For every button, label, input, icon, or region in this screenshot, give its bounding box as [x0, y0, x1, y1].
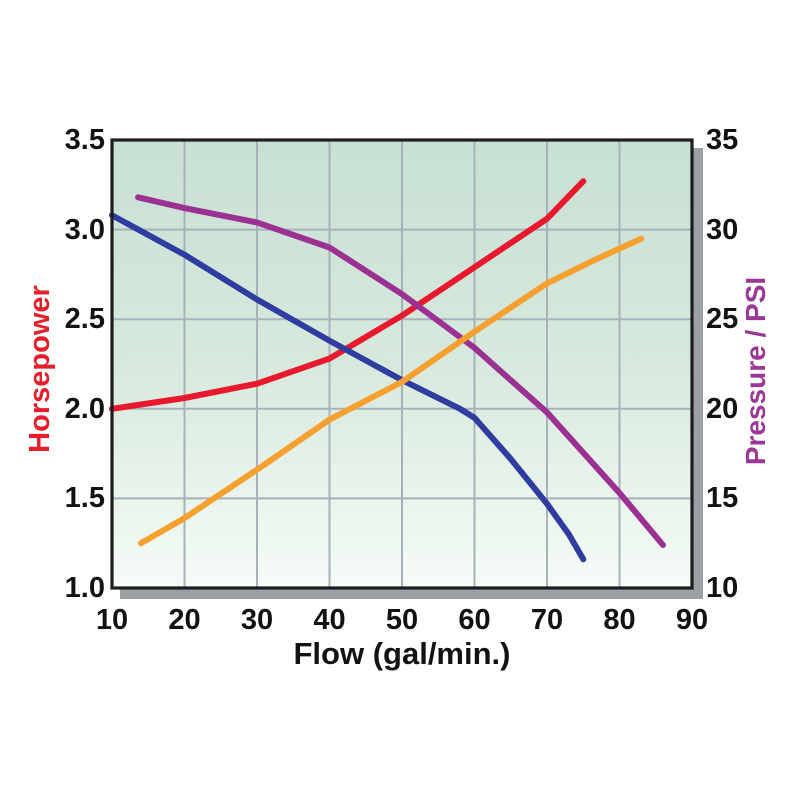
right-tick-label-15: 15	[706, 482, 739, 515]
x-axis-title: Flow (gal/min.)	[293, 636, 511, 671]
right-tick-label-25: 25	[706, 303, 739, 336]
pressure-purple-curve	[135, 194, 666, 548]
x-tick-label-70: 70	[530, 604, 564, 636]
x-tick-label-10: 10	[95, 604, 129, 636]
left-tick-label-1.5: 1.5	[64, 482, 105, 515]
left-tick-label-2.0: 2.0	[64, 392, 105, 425]
horsepower-red-curve	[109, 178, 587, 412]
left-tick-label-3.5: 3.5	[64, 124, 105, 156]
x-tick-label-50: 50	[385, 604, 419, 636]
left-axis-title: Horsepower	[24, 285, 56, 453]
orange-curve	[138, 235, 645, 547]
plot-border	[110, 138, 694, 590]
x-tick-label-40: 40	[313, 604, 346, 636]
right-tick-label-30: 30	[706, 213, 739, 246]
x-tick-label-60: 60	[458, 604, 491, 636]
right-tick-label-20: 20	[706, 392, 739, 425]
left-tick-label-2.5: 2.5	[64, 303, 105, 336]
right-tick-label-35: 35	[706, 124, 739, 156]
blue-curve	[109, 212, 587, 563]
x-tick-label-30: 30	[240, 604, 274, 636]
right-tick-label-10: 10	[706, 572, 739, 604]
left-tick-label-1.0: 1.0	[64, 572, 105, 604]
x-tick-label-90: 90	[675, 604, 709, 636]
left-tick-label-3.0: 3.0	[64, 213, 105, 246]
x-tick-label-20: 20	[168, 604, 201, 636]
x-tick-label-80: 80	[603, 604, 636, 636]
